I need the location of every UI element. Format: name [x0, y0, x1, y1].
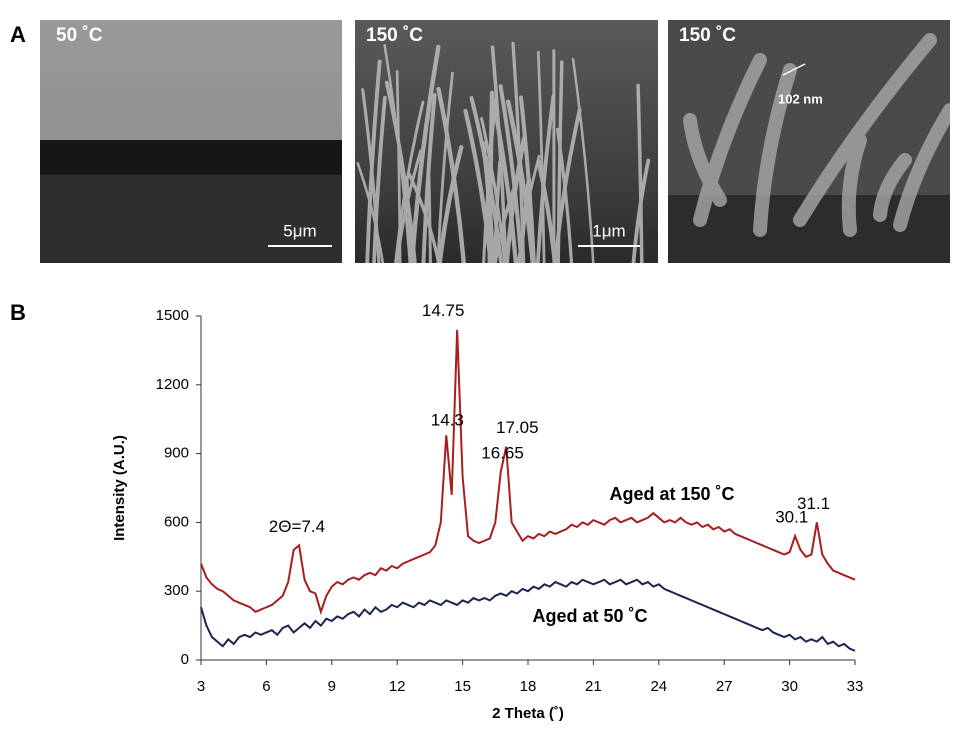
y-tick-label: 900 — [164, 445, 189, 462]
measure-label: 102 nm — [778, 91, 823, 106]
image-label: 50 ˚C — [56, 25, 103, 46]
x-tick-label: 21 — [585, 678, 602, 695]
data-line — [201, 330, 855, 612]
peak-label: 14.75 — [422, 301, 465, 320]
x-tick-label: 27 — [716, 678, 733, 695]
peak-label: 2Θ=7.4 — [269, 517, 325, 536]
sem-image — [668, 20, 950, 263]
x-tick-label: 33 — [847, 678, 864, 695]
x-tick-label: 18 — [520, 678, 537, 695]
nanorod — [490, 93, 492, 263]
panel-label: A — [10, 22, 26, 47]
peak-label: 14.3 — [431, 411, 464, 430]
peak-label: 31.1 — [797, 494, 830, 513]
x-tick-label: 24 — [650, 678, 667, 695]
image-label: 150 ˚C — [679, 25, 736, 46]
x-tick-label: 9 — [328, 678, 336, 695]
y-tick-label: 300 — [164, 582, 189, 599]
x-tick-label: 15 — [454, 678, 471, 695]
series-label: Aged at 150 ˚C — [609, 484, 734, 504]
scale-bar-label: 1μm — [592, 221, 625, 240]
peak-label: 16.65 — [481, 443, 524, 462]
scale-bar-label: 5μm — [283, 221, 316, 240]
peak-label: 17.05 — [496, 418, 539, 437]
x-tick-label: 3 — [197, 678, 205, 695]
data-line — [201, 580, 855, 651]
y-tick-label: 600 — [164, 513, 189, 530]
x-tick-label: 30 — [781, 678, 798, 695]
x-tick-label: 6 — [262, 678, 270, 695]
x-axis-label: 2 Theta (˚) — [492, 705, 564, 722]
panel-label: B — [10, 300, 26, 325]
series-label: Aged at 50 ˚C — [532, 606, 647, 626]
y-tick-label: 1200 — [156, 376, 189, 393]
y-axis-label: Intensity (A.U.) — [111, 435, 128, 541]
image-label: 150 ˚C — [366, 25, 423, 46]
y-tick-label: 1500 — [156, 307, 189, 324]
y-tick-label: 0 — [181, 651, 189, 668]
x-tick-label: 12 — [389, 678, 406, 695]
